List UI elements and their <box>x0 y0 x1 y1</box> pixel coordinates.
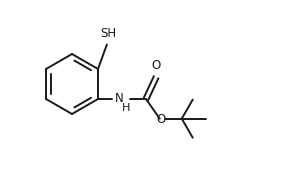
Text: N: N <box>115 92 124 104</box>
Text: O: O <box>156 113 165 126</box>
Text: O: O <box>151 59 161 72</box>
Text: SH: SH <box>100 27 116 39</box>
Text: H: H <box>122 103 130 113</box>
